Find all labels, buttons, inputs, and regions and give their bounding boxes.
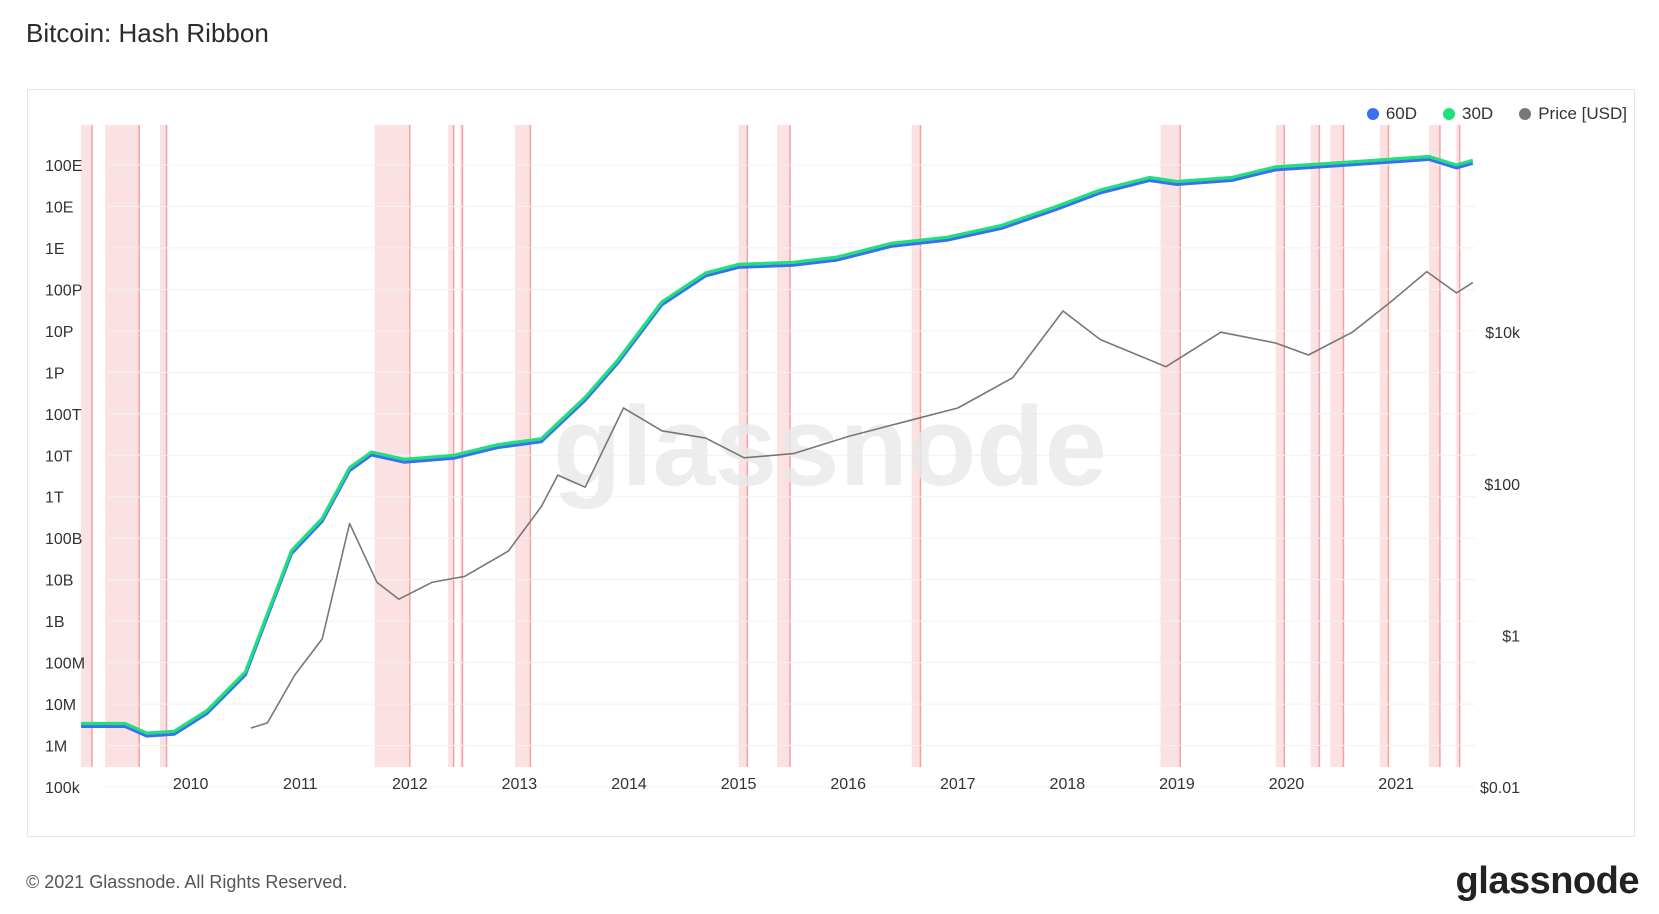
copyright-text: © 2021 Glassnode. All Rights Reserved. xyxy=(26,872,348,892)
legend-dot-30d xyxy=(1443,108,1456,120)
chart-panel xyxy=(27,89,1635,837)
legend-item-price[interactable]: Price [USD] xyxy=(1519,104,1627,124)
legend-label-30d: 30D xyxy=(1462,104,1494,123)
chart-legend: 60D 30D Price [USD] xyxy=(1366,104,1627,124)
legend-label-price: Price [USD] xyxy=(1538,104,1627,123)
legend-item-30d[interactable]: 30D xyxy=(1443,104,1493,124)
chart-title: Bitcoin: Hash Ribbon xyxy=(26,18,269,48)
legend-dot-price xyxy=(1519,108,1532,120)
legend-label-60d: 60D xyxy=(1385,104,1418,123)
legend-item-60d[interactable]: 60D xyxy=(1366,104,1418,124)
glassnode-logo[interactable]: glassnode xyxy=(1455,860,1640,902)
legend-dot-60d xyxy=(1366,108,1379,120)
